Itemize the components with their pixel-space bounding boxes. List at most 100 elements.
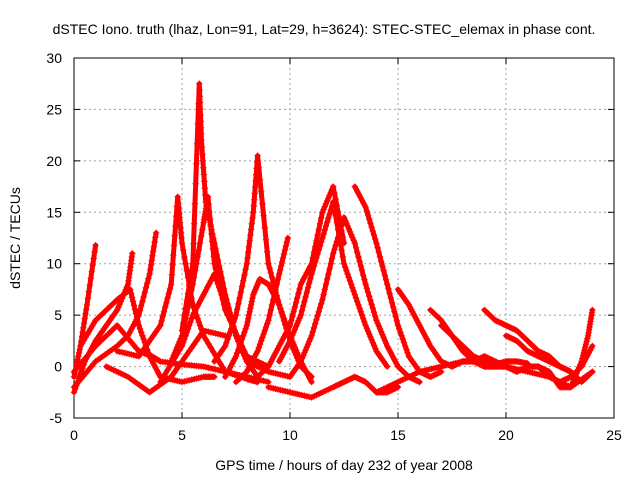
data-point [195,318,202,326]
data-point [294,320,301,327]
data-point [332,212,339,219]
data-point [387,294,394,302]
data-point [308,332,315,339]
data-point [131,306,139,313]
data-point [159,374,166,382]
data-point [295,290,302,297]
data-point [135,353,142,360]
data-point [86,281,94,289]
data-point [338,222,345,229]
data-point [176,346,183,354]
data-point [234,335,241,342]
series-14 [254,183,348,381]
data-point [159,313,166,320]
data-point [402,342,409,350]
data-point [260,212,267,219]
data-point [147,261,155,269]
data-point [307,335,314,342]
data-point [162,303,169,311]
data-point [252,177,259,185]
series-track [211,153,315,380]
data-point [567,383,574,391]
axis-ticks: 0 5 10 15 20 25 -5 0 5 10 15 20 25 30 [46,50,622,443]
data-point [250,209,257,216]
data-point [265,317,272,324]
data-point [331,246,338,253]
data-point [264,248,271,255]
data-point [296,285,303,293]
data-point [327,189,334,196]
data-point [190,274,198,281]
data-point [333,238,340,245]
data-point [290,308,297,315]
data-point [330,198,337,206]
data-point [241,329,248,336]
data-point [214,281,222,288]
data-point [316,242,324,250]
data-point [322,222,330,230]
data-point [188,344,195,351]
data-point [142,342,150,350]
data-point [392,313,399,320]
data-point [254,347,261,355]
data-point [182,315,189,322]
data-point [376,253,384,261]
data-point [256,341,264,348]
data-point [325,270,332,278]
data-point [256,176,264,183]
data-point [157,322,164,329]
data-point [115,303,122,311]
data-point [303,343,310,351]
data-point [225,332,232,339]
data-point [84,295,92,302]
data-point [350,287,357,295]
data-point [138,329,145,336]
data-point [391,308,398,315]
data-point [123,333,130,341]
data-point [330,250,337,257]
data-point [219,364,226,371]
data-point [291,326,298,333]
data-point [279,254,287,262]
data-point [276,301,283,309]
data-point [303,289,310,296]
data-point [344,270,351,278]
data-point [286,337,294,345]
data-point [255,344,262,351]
data-point [140,335,147,343]
data-point [570,378,577,385]
data-point [292,323,300,330]
data-point [332,242,339,249]
data-point [361,318,368,326]
data-point [300,352,307,359]
data-point [140,293,147,301]
series-25 [546,306,596,391]
data-point [207,223,214,230]
data-point [184,325,192,333]
data-point [198,143,206,151]
y-tick-label: 25 [46,101,62,117]
data-point [345,274,352,281]
data-point [292,299,300,306]
data-point [151,238,158,246]
data-point [321,203,328,210]
data-point [191,200,199,207]
data-point [289,331,296,339]
data-point [186,322,193,329]
data-point [187,318,194,326]
data-point [376,325,384,333]
data-point [310,324,318,331]
data-point [318,300,325,307]
data-point [379,262,386,270]
x-tick-label: 25 [606,427,622,443]
data-point [201,178,208,185]
data-point [307,275,314,282]
data-point [229,322,236,329]
data-point [223,339,230,346]
data-point [374,319,381,327]
data-point [240,349,247,357]
data-point [197,111,204,119]
series-track [395,286,509,370]
data-point [242,325,249,333]
data-point [324,197,331,205]
